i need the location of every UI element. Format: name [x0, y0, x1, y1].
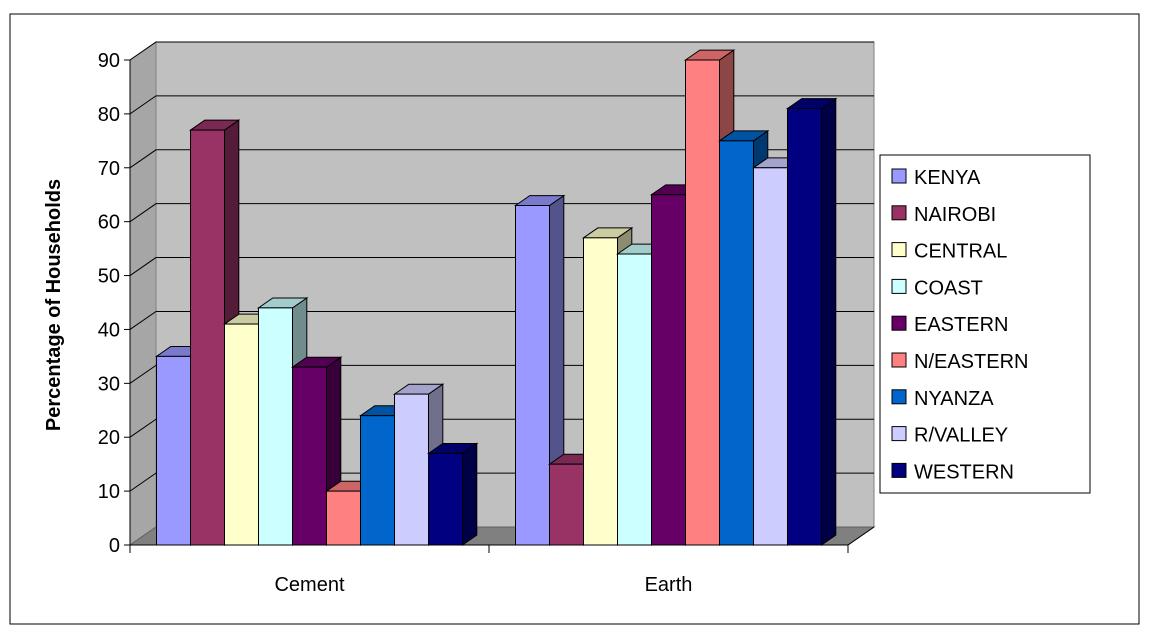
legend-swatch: [891, 426, 907, 442]
bar-front: [617, 253, 652, 546]
y-tick-label: 30: [98, 373, 120, 395]
legend-label: R/VALLEY: [914, 425, 1008, 447]
bar-front: [787, 108, 822, 546]
legend-box: [879, 154, 1091, 494]
bar-front: [156, 355, 191, 546]
grid-line: [129, 41, 874, 61]
y-tick-label: 50: [98, 266, 120, 288]
bar: [785, 97, 838, 546]
legend-label: N/EASTERN: [914, 351, 1028, 373]
legend-swatch: [891, 462, 907, 478]
y-tick-label: 20: [98, 427, 120, 449]
bar-side: [821, 97, 837, 546]
legend-label: COAST: [914, 277, 983, 299]
y-tick-label: 70: [98, 158, 120, 180]
bar-front: [549, 463, 584, 546]
y-tick-label: 10: [98, 481, 120, 503]
bar-front: [685, 59, 720, 546]
floor-edge: [847, 526, 875, 546]
side-wall: [129, 41, 157, 546]
y-tick-label: 60: [98, 212, 120, 234]
legend-swatch: [891, 278, 907, 294]
bar-front: [515, 205, 550, 546]
bar-front: [719, 140, 754, 546]
bars: [154, 49, 838, 546]
y-tick-label: 40: [98, 319, 120, 341]
legend-label: WESTERN: [914, 461, 1014, 483]
legend-label: CENTRAL: [914, 241, 1007, 263]
legend-swatch: [891, 389, 907, 405]
grid-line: [129, 203, 874, 223]
bar-front: [292, 366, 327, 546]
bar-front: [224, 323, 259, 546]
bar-front: [326, 490, 361, 546]
bar-front: [428, 452, 463, 546]
legend-swatch: [891, 242, 907, 258]
y-axis-label: Percentage of Households: [43, 179, 65, 431]
bar-front: [190, 129, 225, 546]
legend: KENYA NAIROBI CENTRAL COAST EASTERN N/EASTERN…: [879, 154, 1091, 494]
legend-label: KENYA: [914, 167, 981, 189]
legend-swatch: [891, 352, 907, 368]
legend-label: EASTERN: [914, 314, 1008, 336]
x-tick-label: Earth: [645, 574, 693, 596]
bar-side: [462, 442, 478, 546]
tick-labels: 0 10 20 30 40 50 60 70 80 90 Cement Earth: [98, 50, 693, 596]
y-tick-label: 90: [98, 50, 120, 72]
bar-front: [753, 167, 788, 546]
x-tick-label: Cement: [274, 574, 344, 596]
y-tick-label: 0: [109, 535, 120, 557]
bar: [426, 442, 479, 546]
legend-swatch: [891, 168, 907, 184]
legend-swatch: [891, 205, 907, 221]
bar-front: [583, 237, 618, 546]
grid-line: [129, 95, 874, 115]
bar-front: [360, 415, 395, 546]
y-tick-label: 80: [98, 104, 120, 126]
grid-line: [129, 149, 874, 169]
bar-front: [651, 194, 686, 546]
legend-label: NYANZA: [914, 388, 994, 410]
bar-front: [258, 307, 293, 546]
bar-front: [394, 393, 429, 546]
legend-label: NAIROBI: [914, 204, 996, 226]
bar: [256, 297, 309, 546]
legend-swatch: [891, 315, 907, 331]
